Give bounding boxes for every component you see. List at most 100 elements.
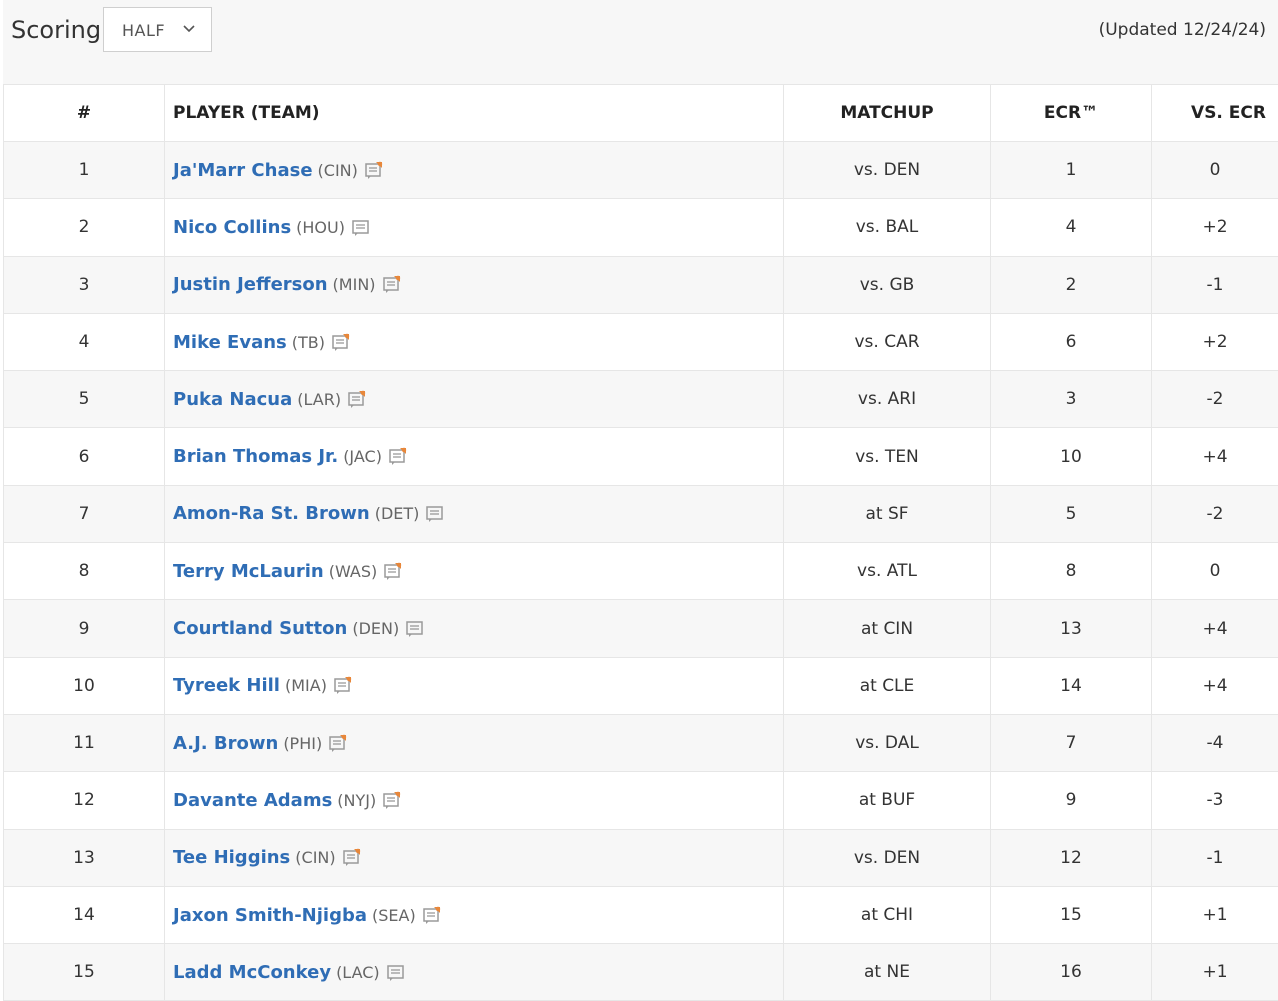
vs-ecr-cell: -2 bbox=[1152, 485, 1278, 542]
notes-new-icon[interactable] bbox=[422, 905, 442, 925]
matchup-cell: vs. ARI bbox=[784, 371, 991, 428]
player-team: (PHI) bbox=[283, 734, 322, 753]
ecr-cell: 6 bbox=[991, 313, 1152, 370]
notes-new-icon[interactable] bbox=[333, 675, 353, 695]
column-header-vs-ecr[interactable]: VS. ECR bbox=[1152, 85, 1278, 142]
notes-new-icon[interactable] bbox=[383, 561, 403, 581]
ecr-cell: 15 bbox=[991, 886, 1152, 943]
notes-icon[interactable] bbox=[386, 962, 406, 982]
ecr-cell: 2 bbox=[991, 256, 1152, 313]
rank-cell: 2 bbox=[4, 199, 165, 256]
rank-cell: 4 bbox=[4, 313, 165, 370]
notes-new-icon[interactable] bbox=[364, 160, 384, 180]
table-header-row: # PLAYER (TEAM) MATCHUP ECR™ VS. ECR bbox=[4, 85, 1278, 142]
player-link[interactable]: Justin Jefferson bbox=[173, 274, 328, 295]
player-cell: Amon-Ra St. Brown(DET) bbox=[165, 485, 784, 542]
matchup-cell: at CIN bbox=[784, 600, 991, 657]
player-team: (HOU) bbox=[296, 218, 345, 237]
rank-cell: 14 bbox=[4, 886, 165, 943]
player-team: (SEA) bbox=[372, 906, 416, 925]
vs-ecr-cell: -2 bbox=[1152, 371, 1278, 428]
matchup-cell: at CHI bbox=[784, 886, 991, 943]
player-team: (JAC) bbox=[343, 447, 382, 466]
player-cell: Jaxon Smith-Njigba (SEA) bbox=[165, 886, 784, 943]
rank-cell: 15 bbox=[4, 944, 165, 1001]
vs-ecr-cell: 0 bbox=[1152, 142, 1278, 199]
notes-new-icon[interactable] bbox=[382, 790, 402, 810]
player-team: (WAS) bbox=[329, 562, 378, 581]
player-link[interactable]: Puka Nacua bbox=[173, 389, 292, 410]
player-link[interactable]: Ja'Marr Chase bbox=[173, 160, 313, 181]
vs-ecr-cell: -1 bbox=[1152, 256, 1278, 313]
matchup-cell: vs. DAL bbox=[784, 714, 991, 771]
player-link[interactable]: Tee Higgins bbox=[173, 847, 290, 868]
updated-timestamp: (Updated 12/24/24) bbox=[1099, 20, 1266, 40]
notes-new-icon[interactable] bbox=[331, 332, 351, 352]
vs-ecr-cell: -1 bbox=[1152, 829, 1278, 886]
rank-cell: 11 bbox=[4, 714, 165, 771]
rank-cell: 8 bbox=[4, 543, 165, 600]
matchup-cell: vs. DEN bbox=[784, 829, 991, 886]
notes-icon[interactable] bbox=[351, 217, 371, 237]
notes-new-icon[interactable] bbox=[328, 733, 348, 753]
rank-cell: 12 bbox=[4, 772, 165, 829]
player-link[interactable]: Ladd McConkey bbox=[173, 962, 331, 983]
matchup-cell: vs. CAR bbox=[784, 313, 991, 370]
ecr-cell: 5 bbox=[991, 485, 1152, 542]
matchup-cell: at SF bbox=[784, 485, 991, 542]
ecr-cell: 8 bbox=[991, 543, 1152, 600]
player-cell: Mike Evans (TB) bbox=[165, 313, 784, 370]
player-link[interactable]: Tyreek Hill bbox=[173, 675, 280, 696]
ecr-cell: 14 bbox=[991, 657, 1152, 714]
player-link[interactable]: Amon-Ra St. Brown bbox=[173, 503, 370, 524]
rank-cell: 13 bbox=[4, 829, 165, 886]
player-cell: Nico Collins (HOU) bbox=[165, 199, 784, 256]
player-cell: Puka Nacua(LAR) bbox=[165, 371, 784, 428]
vs-ecr-cell: +2 bbox=[1152, 199, 1278, 256]
column-header-ecr[interactable]: ECR™ bbox=[991, 85, 1152, 142]
notes-new-icon[interactable] bbox=[388, 446, 408, 466]
notes-new-icon[interactable] bbox=[382, 274, 402, 294]
player-cell: Tyreek Hill (MIA) bbox=[165, 657, 784, 714]
rank-cell: 7 bbox=[4, 485, 165, 542]
player-link[interactable]: Terry McLaurin bbox=[173, 561, 324, 582]
column-header-rank[interactable]: # bbox=[4, 85, 165, 142]
player-link[interactable]: Mike Evans bbox=[173, 332, 287, 353]
notes-icon[interactable] bbox=[405, 618, 425, 638]
column-header-matchup[interactable]: MATCHUP bbox=[784, 85, 991, 142]
player-team: (MIA) bbox=[285, 676, 327, 695]
player-link[interactable]: Nico Collins bbox=[173, 217, 291, 238]
scoring-select[interactable]: HALF bbox=[103, 7, 212, 52]
player-team: (TB) bbox=[292, 333, 325, 352]
player-link[interactable]: Courtland Sutton bbox=[173, 618, 347, 639]
rank-cell: 5 bbox=[4, 371, 165, 428]
ecr-cell: 7 bbox=[991, 714, 1152, 771]
notes-icon[interactable] bbox=[425, 503, 445, 523]
notes-new-icon[interactable] bbox=[342, 847, 362, 867]
player-team: (NYJ) bbox=[337, 791, 376, 810]
player-link[interactable]: Jaxon Smith-Njigba bbox=[173, 905, 367, 926]
player-link[interactable]: Brian Thomas Jr. bbox=[173, 446, 338, 467]
chevron-down-icon bbox=[183, 24, 195, 34]
notes-new-icon[interactable] bbox=[347, 389, 367, 409]
rank-cell: 1 bbox=[4, 142, 165, 199]
vs-ecr-cell: 0 bbox=[1152, 543, 1278, 600]
player-link[interactable]: Davante Adams bbox=[173, 790, 332, 811]
matchup-cell: vs. ATL bbox=[784, 543, 991, 600]
rank-cell: 9 bbox=[4, 600, 165, 657]
column-header-player[interactable]: PLAYER (TEAM) bbox=[165, 85, 784, 142]
player-link[interactable]: A.J. Brown bbox=[173, 733, 278, 754]
player-cell: Justin Jefferson(MIN) bbox=[165, 256, 784, 313]
vs-ecr-cell: +4 bbox=[1152, 657, 1278, 714]
